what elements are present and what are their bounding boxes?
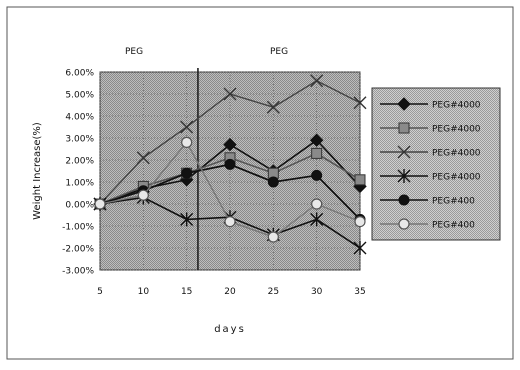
data-point — [267, 176, 279, 188]
legend-marker — [398, 122, 410, 134]
legend-item: PEG#400 — [380, 194, 475, 207]
legend-item: PEG#4000 — [380, 122, 481, 135]
series-3 — [93, 74, 367, 211]
y-tick-label: 3.00% — [65, 135, 94, 145]
x-tick-label: 35 — [354, 287, 365, 297]
data-point — [180, 212, 194, 227]
legend-marker — [397, 145, 411, 159]
data-point — [354, 216, 366, 228]
legend-item: PEG#4000 — [380, 145, 481, 159]
data-point — [309, 133, 324, 147]
data-point — [136, 151, 150, 165]
data-point — [310, 212, 324, 227]
annotation-label: PEG — [125, 47, 143, 57]
data-point — [266, 100, 280, 114]
data-point — [223, 87, 237, 101]
data-point — [353, 96, 367, 110]
y-tick-label: -3.00% — [62, 267, 94, 277]
y-tick-label: -2.00% — [62, 245, 94, 255]
data-point — [353, 241, 367, 255]
legend-marker — [398, 194, 410, 206]
data-point — [181, 167, 193, 179]
series-6 — [94, 136, 366, 243]
data-point — [181, 136, 193, 148]
y-axis-title: Weight Increase(%) — [32, 122, 43, 220]
y-tick-label: 1.00% — [65, 179, 94, 189]
data-point — [94, 198, 106, 210]
legend-item: PEG#4000 — [380, 169, 481, 183]
legend-item: PEG#4000 — [380, 97, 481, 111]
y-tick-label: 5.00% — [65, 91, 94, 101]
data-point — [311, 169, 323, 181]
data-point — [137, 189, 149, 201]
annotation-label: PEG — [270, 47, 288, 57]
y-tick-label: 6.00% — [65, 69, 94, 79]
x-tick-label: 15 — [181, 287, 192, 297]
x-tick-label: 30 — [311, 287, 323, 297]
legend-marker — [397, 97, 411, 111]
y-tick-label: 0.00% — [65, 201, 94, 211]
data-point — [354, 174, 366, 186]
data-point — [224, 158, 236, 170]
data-point — [311, 147, 323, 159]
x-tick-label: 10 — [138, 287, 150, 297]
legend-label: PEG#4000 — [432, 149, 481, 159]
data-point — [267, 231, 279, 243]
data-point — [310, 74, 324, 88]
legend-label: PEG#400 — [432, 197, 475, 207]
data-point — [180, 120, 194, 134]
legend-label: PEG#400 — [432, 221, 475, 231]
legend-label: PEG#4000 — [432, 101, 481, 111]
y-tick-label: 2.00% — [65, 157, 94, 167]
data-point — [224, 216, 236, 228]
y-tick-label: 4.00% — [65, 113, 94, 123]
legend-label: PEG#4000 — [432, 173, 481, 183]
legend-box — [371, 87, 501, 241]
legend-label: PEG#4000 — [432, 125, 481, 135]
data-point — [311, 198, 323, 210]
x-axis-title: days — [214, 324, 246, 335]
data-point — [223, 137, 237, 152]
x-tick-label: 25 — [268, 287, 279, 297]
legend-marker — [397, 169, 411, 183]
legend-marker — [398, 218, 410, 230]
y-tick-label: -1.00% — [62, 223, 94, 233]
x-tick-label: 5 — [97, 287, 103, 297]
legend-item: PEG#400 — [380, 218, 475, 231]
x-tick-label: 20 — [224, 287, 236, 297]
